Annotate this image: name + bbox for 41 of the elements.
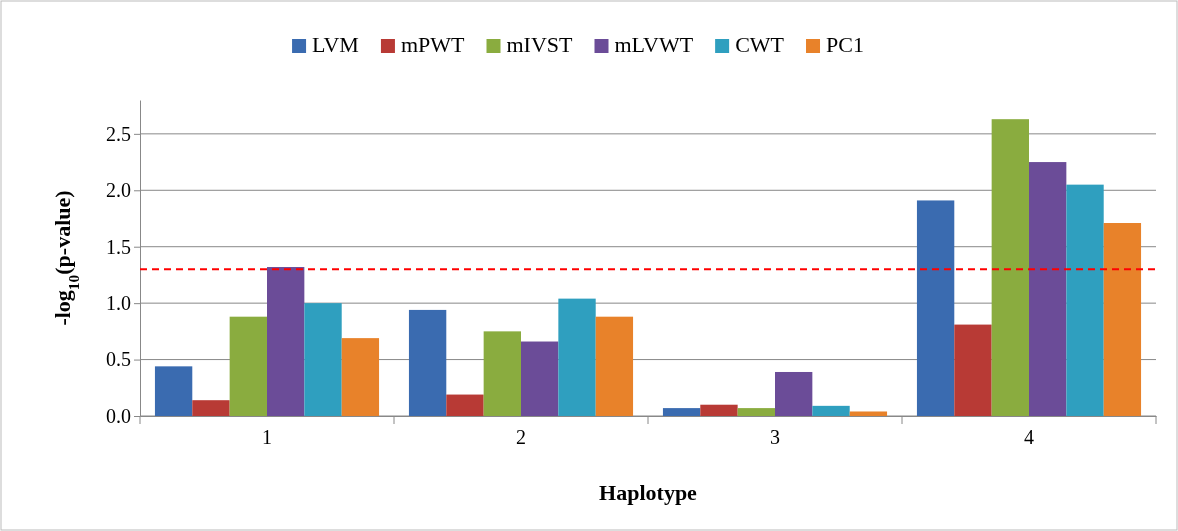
bar: [192, 400, 230, 416]
y-tick-label: 1.5: [106, 235, 131, 258]
legend-label: mLVWT: [614, 32, 694, 57]
x-tick-label: 2: [516, 426, 526, 449]
bar: [446, 394, 484, 416]
x-tick-label: 3: [770, 426, 780, 449]
bar: [737, 408, 775, 416]
bar: [341, 338, 380, 416]
bar: [775, 371, 813, 416]
bar: [916, 200, 955, 416]
bar: [304, 303, 342, 416]
bar: [991, 119, 1029, 416]
y-tick-label: 2.0: [106, 179, 131, 202]
y-tick-label: 0.5: [106, 348, 131, 371]
legend-label: CWT: [735, 32, 785, 57]
legend-label: LVM: [312, 32, 359, 57]
bar: [1066, 184, 1104, 416]
x-tick-label: 1: [262, 426, 272, 449]
bar: [849, 411, 888, 416]
bar: [267, 267, 305, 416]
bar: [154, 366, 193, 416]
bar: [521, 341, 559, 416]
y-tick-label: 0.0: [106, 404, 131, 427]
bar: [700, 404, 738, 416]
legend-label: mIVST: [506, 32, 574, 57]
legend-label: PC1: [826, 32, 864, 57]
bar: [812, 405, 850, 416]
bar: [1029, 162, 1067, 416]
bar: [662, 408, 701, 416]
bar: [558, 298, 596, 416]
bar: [1103, 223, 1142, 416]
legend-label: mPWT: [400, 32, 466, 57]
bar: [408, 309, 447, 416]
bar: [954, 324, 992, 416]
y-tick-label: 1.0: [106, 292, 131, 315]
x-tick-label: 4: [1024, 426, 1034, 449]
y-tick-label: 2.5: [106, 122, 131, 145]
bar: [595, 316, 634, 416]
bar: [483, 331, 521, 416]
x-axis-title: Haplotype: [599, 480, 698, 505]
bar: [229, 316, 267, 416]
